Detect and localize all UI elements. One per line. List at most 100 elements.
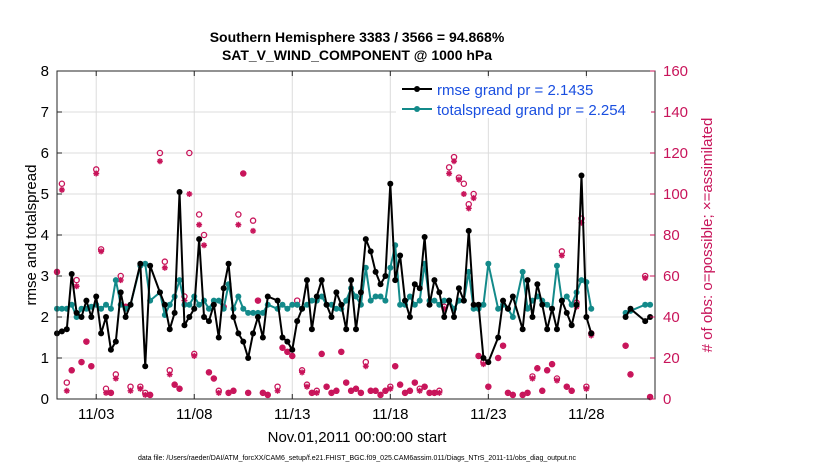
rmse-marker [225,260,232,267]
rmse-marker [230,314,237,320]
assimilated-obs-marker [627,371,634,378]
rmse-marker [500,297,507,304]
totalspread-marker [112,277,119,284]
rmse-marker [426,301,433,308]
totalspread-marker [58,305,65,312]
assimilated-obs-marker [279,344,286,351]
rmse-marker [544,326,551,333]
y-tick-label: 7 [41,104,49,121]
totalspread-marker [279,301,286,308]
y2-tick-label: 120 [663,145,688,162]
rmse-marker [431,277,438,284]
assimilated-obs-marker [264,391,271,398]
assimilated-obs-marker [519,391,526,398]
rmse-marker [250,330,257,337]
assimilated-obs-marker [235,221,242,228]
rmse-marker [161,301,168,308]
totalspread-marker [544,301,551,308]
assimilated-obs-marker [563,383,570,390]
totalspread-marker [308,297,315,304]
legend-spread-marker [414,106,420,112]
totalspread-marker [333,305,340,312]
totalspread-marker [397,301,404,308]
y2-tick-label: 140 [663,104,688,121]
totalspread-marker [142,260,149,267]
assimilated-obs-marker [289,352,296,359]
assimilated-obs-marker [357,389,364,396]
assimilated-obs-marker [583,385,590,392]
x-tick-label: 11/28 [568,406,604,423]
totalspread-marker [377,293,384,300]
rmse-marker [495,334,502,341]
totalspread-marker [186,301,193,308]
y2-tick-label: 40 [663,309,680,326]
rmse-marker [122,314,129,320]
totalspread-marker [254,309,261,316]
totalspread-marker [563,293,570,300]
rmse-marker [142,363,149,370]
rmse-marker [372,268,379,275]
rmse-marker [274,297,281,304]
assimilated-obs-marker [343,379,350,386]
assimilated-obs-marker [382,387,389,394]
assimilated-obs-marker [313,389,320,396]
assimilated-obs-marker [284,348,291,355]
totalspread-marker [103,301,110,308]
series-rmse [54,172,654,370]
y2-tick-label: 160 [663,63,688,80]
rmse-marker [436,289,443,296]
rmse-marker [103,314,110,320]
rmse-marker [205,318,212,325]
assimilated-obs-marker [58,186,65,193]
totalspread-marker [406,293,413,300]
totalspread-marker [642,301,649,308]
rmse-marker [411,281,418,288]
rmse-marker [549,305,556,312]
assimilated-obs-marker [436,389,443,396]
rmse-marker [147,262,154,269]
assimilated-obs-marker [73,283,80,290]
assimilated-obs-marker [622,342,629,349]
y-tick-label: 3 [41,268,49,285]
rmse-marker [107,346,114,353]
assimilated-obs-marker [156,158,163,165]
assimilated-obs-marker [524,389,531,396]
assimilated-obs-marker [254,297,261,304]
totalspread-marker [411,301,418,308]
rmse-marker [333,289,340,296]
assimilated-obs-marker [397,381,404,388]
y-tick-label: 6 [41,145,49,162]
possible-obs-marker [73,276,80,284]
assimilated-obs-marker [465,205,472,212]
assimilated-obs-marker [421,383,428,390]
axis-ticks: 11/03 11/08 11/13 11/18 11/23 11/280123456780… [41,63,688,423]
totalspread-marker [235,293,242,300]
rmse-marker [127,301,134,308]
rmse-marker [68,270,75,277]
totalspread-marker [343,297,350,304]
rmse-marker [299,305,306,312]
assimilated-obs-marker [166,371,173,378]
legend-spread-label: totalspread grand pr = 2.254 [437,102,626,119]
rmse-marker [93,293,100,300]
rmse-marker [642,318,649,325]
totalspread-marker [382,297,389,304]
legend-box [396,78,651,118]
rmse-marker [529,314,536,320]
assimilated-obs-marker [504,389,511,396]
assimilated-obs-marker [470,195,477,202]
rmse-marker [240,338,247,345]
x-tick-label: 11/03 [78,406,114,423]
assimilated-obs-marker [215,389,222,396]
totalspread-marker [495,305,502,312]
totalspread-marker [485,260,492,267]
assimilated-obs-marker [210,375,217,382]
possible-obs-marker [200,231,208,239]
assimilated-obs-marker [367,387,374,394]
rmse-marker [524,277,531,284]
assimilated-obs-marker [411,379,418,386]
assimilated-obs-marker [142,391,149,398]
totalspread-marker [588,305,595,312]
y-tick-label: 8 [41,63,49,80]
assimilated-obs-marker [274,387,281,394]
